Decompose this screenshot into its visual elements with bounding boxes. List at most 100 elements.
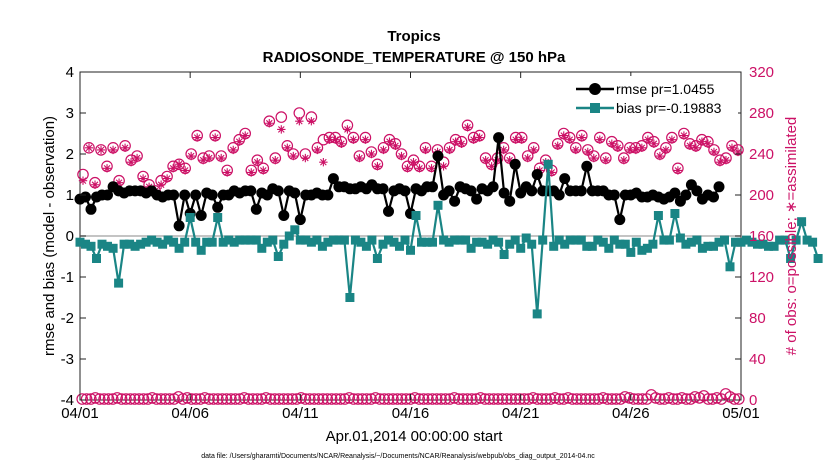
bias-point xyxy=(75,237,85,247)
rmse-point xyxy=(713,181,725,193)
rmse-point xyxy=(531,169,543,180)
obs-low-count-marker xyxy=(570,393,583,405)
left-tick-label: 4 xyxy=(66,64,74,81)
bias-point xyxy=(207,237,217,247)
right-tick-label: 40 xyxy=(749,351,766,368)
rmse-point xyxy=(212,201,224,213)
obs-low-count-marker xyxy=(229,393,242,405)
obs-assimilated-marker xyxy=(553,141,562,150)
bias-point xyxy=(240,235,250,245)
x-axis: 04/01 04/06 04/11 04/16 04/21 04/26 05/01 xyxy=(61,72,760,422)
bias-point xyxy=(675,233,685,243)
obs-assimilated-marker xyxy=(445,145,454,155)
rmse-point xyxy=(427,181,438,193)
obs-low-count-marker xyxy=(444,393,456,405)
obs-count-markers xyxy=(76,107,745,405)
bias-point xyxy=(147,235,157,245)
obs-low-count-marker xyxy=(356,393,369,405)
obs-assimilated-marker xyxy=(715,158,725,167)
obs-assimilated-marker xyxy=(391,141,400,150)
obs-assimilated-marker xyxy=(547,168,556,177)
bias-point xyxy=(703,241,713,251)
obs-low-count-marker xyxy=(487,393,500,405)
bias-point xyxy=(312,235,322,245)
obs-assimilated-marker xyxy=(499,145,508,155)
obs-low-count-marker xyxy=(365,393,377,405)
rmse-point xyxy=(449,195,461,207)
obs-low-count-marker xyxy=(400,393,412,405)
obs-assimilated-marker xyxy=(661,145,671,155)
bias-point xyxy=(593,235,603,245)
obs-assimilated-marker xyxy=(703,139,713,148)
obs-assimilated-marker xyxy=(613,143,623,153)
obs-low-count-marker xyxy=(610,393,622,405)
obs-low-count-marker xyxy=(448,392,461,404)
bias-point xyxy=(659,235,669,245)
obs-low-count-marker xyxy=(220,393,233,405)
obs-low-count-marker xyxy=(234,393,246,405)
obs-assimilated-marker xyxy=(223,168,232,177)
obs-low-count-marker xyxy=(728,393,741,405)
bias-point xyxy=(615,239,625,249)
obs-assimilated-marker xyxy=(192,133,202,142)
bias-point xyxy=(736,237,746,247)
obs-assimilated-marker xyxy=(253,158,262,167)
obs-low-count-marker xyxy=(430,393,443,405)
bias-point xyxy=(609,235,619,245)
obs-low-count-marker xyxy=(531,393,544,405)
bias-point xyxy=(350,235,360,245)
obs-assimilated-marker xyxy=(643,135,653,144)
bias-point xyxy=(538,235,548,245)
obs-assimilated-marker xyxy=(355,153,364,163)
obs-assimilated-marker xyxy=(649,139,659,148)
obs-low-count-marker xyxy=(435,393,447,405)
x-tick-label: 04/26 xyxy=(612,405,650,422)
bias-point xyxy=(697,243,707,253)
obs-low-count-marker xyxy=(238,392,250,404)
obs-low-count-marker xyxy=(80,393,93,405)
rmse-point xyxy=(85,203,97,215)
bias-point xyxy=(103,241,112,251)
rmse-point xyxy=(195,210,207,221)
obs-assimilated-marker xyxy=(126,158,136,167)
legend-bias-marker xyxy=(590,103,600,113)
rmse-point xyxy=(278,210,290,221)
obs-low-count-marker xyxy=(706,393,719,405)
obs-assimilated-marker xyxy=(271,155,280,165)
rmse-point xyxy=(553,189,565,201)
bias-point xyxy=(180,237,190,247)
obs-low-count-marker xyxy=(137,393,150,405)
obs-low-count-marker xyxy=(85,393,97,405)
bias-point xyxy=(466,243,476,253)
obs-low-count-marker xyxy=(181,392,193,404)
obs-low-count-marker xyxy=(649,392,662,404)
obs-assimilated-marker xyxy=(457,139,466,148)
obs-assimilated-marker xyxy=(156,180,166,189)
bias-point xyxy=(273,252,283,261)
rmse-point xyxy=(383,205,394,217)
obs-low-count-marker xyxy=(553,393,566,405)
bias-point xyxy=(582,241,592,251)
rmse-point xyxy=(443,185,455,197)
obs-low-count-marker xyxy=(317,393,329,405)
obs-low-count-marker xyxy=(601,393,614,405)
rmse-point xyxy=(504,195,516,207)
obs-low-count-marker xyxy=(120,393,132,405)
obs-low-count-marker xyxy=(194,393,207,405)
obs-assimilated-marker xyxy=(691,143,701,153)
rmse-point xyxy=(487,181,499,193)
bias-point xyxy=(626,247,636,257)
obs-assimilated-marker xyxy=(138,174,148,183)
obs-assimilated-marker xyxy=(487,162,496,171)
bias-point xyxy=(587,241,597,251)
bias-point xyxy=(130,241,140,251)
obs-low-count-marker xyxy=(702,393,714,405)
rmse-point xyxy=(493,132,505,144)
bias-point xyxy=(747,237,757,247)
bias-point xyxy=(169,237,179,247)
bias-point xyxy=(196,245,206,255)
obs-low-count-marker xyxy=(124,393,137,405)
obs-low-count-marker xyxy=(479,393,491,405)
obs-assimilated-marker xyxy=(721,155,731,165)
obs-low-count-marker xyxy=(225,393,237,405)
